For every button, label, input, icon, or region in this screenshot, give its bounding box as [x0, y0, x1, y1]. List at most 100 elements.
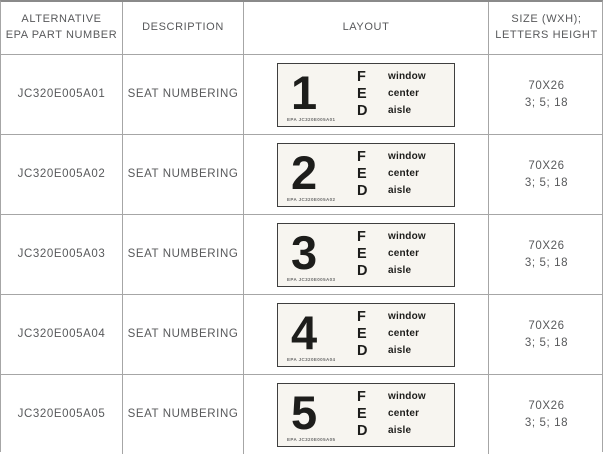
size-dimensions: 70X26: [528, 239, 565, 252]
legend-row: F window: [357, 389, 440, 406]
layout-cell: 3 F window E center D aisle EPA JC320E00…: [244, 215, 489, 295]
legend-position: window: [388, 71, 426, 83]
seat-label: 2 F window E center D aisle EPA JC320E00…: [277, 142, 455, 207]
legend-letter: D: [357, 263, 368, 279]
legend-position: center: [388, 248, 420, 260]
seat-legend: F window E center D aisle: [357, 69, 440, 120]
part-number-value: JC320E005A01: [17, 88, 106, 101]
epa-code-label: EPA JC320E005A02: [287, 196, 336, 202]
header-layout: LAYOUT: [244, 2, 489, 55]
legend-row: E center: [357, 166, 440, 183]
letters-height: 3; 5; 18: [524, 336, 569, 349]
epa-code-label: EPA JC320E005A04: [287, 356, 336, 362]
size-dimensions: 70X26: [528, 79, 565, 92]
part-number-cell: JC320E005A03: [1, 215, 123, 295]
description-value: SEAT NUMBERING: [127, 408, 239, 421]
legend-letter: E: [357, 246, 367, 262]
header-size-line1: SIZE (WXH);: [511, 13, 582, 26]
epa-code-label: EPA JC320E005A03: [287, 276, 336, 282]
legend-row: E center: [357, 406, 440, 423]
letters-height: 3; 5; 18: [524, 416, 569, 429]
letters-height: 3; 5; 18: [524, 96, 569, 109]
seat-number-digit: 5: [291, 386, 318, 440]
legend-row: F window: [357, 309, 440, 326]
seat-legend: F window E center D aisle: [357, 149, 440, 200]
description-cell: SEAT NUMBERING: [123, 295, 244, 375]
size-dimensions: 70X26: [528, 159, 565, 172]
header-size: SIZE (WXH); LETTERS HEIGHT: [489, 2, 603, 55]
legend-letter: E: [357, 406, 367, 422]
legend-letter: E: [357, 86, 367, 102]
legend-letter: F: [357, 309, 366, 325]
legend-row: E center: [357, 246, 440, 263]
part-number-value: JC320E005A04: [17, 328, 106, 341]
layout-cell: 5 F window E center D aisle EPA JC320E00…: [244, 375, 489, 454]
seat-legend: F window E center D aisle: [357, 389, 440, 440]
seat-number-digit: 2: [291, 146, 318, 200]
header-description-label: DESCRIPTION: [142, 21, 224, 34]
description-cell: SEAT NUMBERING: [123, 215, 244, 295]
legend-row: D aisle: [357, 343, 440, 360]
part-number-cell: JC320E005A04: [1, 295, 123, 375]
legend-letter: F: [357, 389, 366, 405]
size-cell: 70X26 3; 5; 18: [489, 295, 603, 375]
size-cell: 70X26 3; 5; 18: [489, 215, 603, 295]
legend-position: aisle: [388, 265, 412, 277]
seat-number-digit: 4: [291, 306, 318, 360]
legend-position: window: [388, 391, 426, 403]
description-value: SEAT NUMBERING: [127, 88, 239, 101]
legend-letter: D: [357, 423, 368, 439]
legend-letter: D: [357, 103, 368, 119]
size-cell: 70X26 3; 5; 18: [489, 135, 603, 215]
legend-row: D aisle: [357, 263, 440, 280]
part-number-cell: JC320E005A02: [1, 135, 123, 215]
description-value: SEAT NUMBERING: [127, 168, 239, 181]
part-number-value: JC320E005A02: [17, 168, 106, 181]
legend-position: center: [388, 408, 420, 420]
legend-position: aisle: [388, 345, 412, 357]
legend-letter: F: [357, 229, 366, 245]
legend-letter: E: [357, 326, 367, 342]
seat-label: 5 F window E center D aisle EPA JC320E00…: [277, 382, 455, 447]
part-number-cell: JC320E005A01: [1, 55, 123, 135]
header-part-number-line2: EPA PART NUMBER: [5, 29, 118, 41]
legend-row: F window: [357, 149, 440, 166]
legend-position: aisle: [388, 185, 412, 197]
legend-position: center: [388, 88, 420, 100]
legend-position: window: [388, 151, 426, 163]
legend-letter: D: [357, 343, 368, 359]
legend-letter: D: [357, 183, 368, 199]
seat-legend: F window E center D aisle: [357, 229, 440, 280]
seat-label: 1 F window E center D aisle EPA JC320E00…: [277, 62, 455, 127]
legend-row: D aisle: [357, 103, 440, 120]
legend-row: E center: [357, 326, 440, 343]
description-cell: SEAT NUMBERING: [123, 135, 244, 215]
description-value: SEAT NUMBERING: [127, 248, 239, 261]
size-cell: 70X26 3; 5; 18: [489, 55, 603, 135]
layout-cell: 2 F window E center D aisle EPA JC320E00…: [244, 135, 489, 215]
seat-label: 4 F window E center D aisle EPA JC320E00…: [277, 302, 455, 367]
legend-position: aisle: [388, 105, 412, 117]
part-number-value: JC320E005A05: [17, 408, 106, 421]
description-cell: SEAT NUMBERING: [123, 55, 244, 135]
header-part-number-line1: ALTERNATIVE: [21, 13, 102, 26]
legend-row: E center: [357, 86, 440, 103]
description-value: SEAT NUMBERING: [127, 328, 239, 341]
legend-letter: E: [357, 166, 367, 182]
legend-row: F window: [357, 229, 440, 246]
header-size-line2: LETTERS HEIGHT: [495, 29, 598, 41]
seat-number-digit: 1: [291, 66, 318, 120]
seat-label: 3 F window E center D aisle EPA JC320E00…: [277, 222, 455, 287]
part-number-cell: JC320E005A05: [1, 375, 123, 454]
seat-number-digit: 3: [291, 226, 318, 280]
header-part-number: ALTERNATIVE EPA PART NUMBER: [1, 2, 123, 55]
legend-row: F window: [357, 69, 440, 86]
epa-code-label: EPA JC320E005A01: [287, 116, 336, 122]
seat-legend: F window E center D aisle: [357, 309, 440, 360]
letters-height: 3; 5; 18: [524, 256, 569, 269]
layout-cell: 1 F window E center D aisle EPA JC320E00…: [244, 55, 489, 135]
legend-row: D aisle: [357, 183, 440, 200]
legend-position: window: [388, 231, 426, 243]
legend-letter: F: [357, 69, 366, 85]
